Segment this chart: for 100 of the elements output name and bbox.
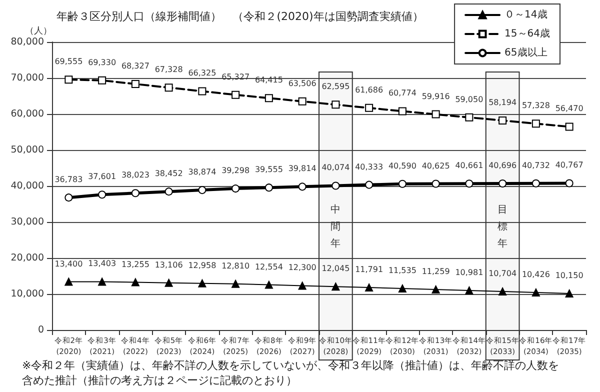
data-label: 12,300 <box>288 263 316 272</box>
y-tick-label: 0 <box>38 324 44 336</box>
data-label: 11,791 <box>355 265 384 274</box>
data-label: 40,333 <box>355 162 384 172</box>
point <box>64 278 73 286</box>
data-label: 62,595 <box>322 82 350 92</box>
y-tick-label: 10,000 <box>10 288 44 300</box>
data-label: 10,981 <box>455 268 484 277</box>
data-label: 63,506 <box>288 78 316 88</box>
point <box>398 107 406 116</box>
point <box>465 113 474 122</box>
data-label: 37,601 <box>88 172 116 182</box>
data-label: 38,874 <box>188 168 216 177</box>
data-label: 12,958 <box>188 260 216 270</box>
data-label: 40,625 <box>422 161 450 170</box>
point <box>498 179 507 188</box>
point <box>198 87 206 96</box>
y-tick-label: 20,000 <box>10 252 44 264</box>
point <box>232 280 240 288</box>
point <box>64 194 73 202</box>
legend-label: ０～14歳 <box>504 8 548 20</box>
legend-label: 65歳以上 <box>504 46 548 58</box>
point <box>565 122 574 131</box>
data-label: 13,255 <box>121 260 150 269</box>
data-label: 40,767 <box>555 160 584 170</box>
data-label: 66,325 <box>188 68 216 78</box>
data-label: 67,328 <box>154 65 183 74</box>
data-label: 58,194 <box>488 98 517 107</box>
band-label: 中間年 <box>330 204 341 250</box>
y-tick-label: 30,000 <box>10 216 44 228</box>
data-label: 40,074 <box>322 163 350 172</box>
point <box>432 180 440 188</box>
data-label: 69,330 <box>88 58 116 67</box>
data-label: 40,661 <box>455 161 484 170</box>
point <box>565 179 574 188</box>
data-label: 40,696 <box>488 160 517 170</box>
data-label: 68,327 <box>121 62 150 71</box>
y-axis-title: （人） <box>25 26 52 36</box>
y-tick-label: 40,000 <box>10 180 44 192</box>
point <box>198 186 206 194</box>
data-label: 11,259 <box>422 266 450 276</box>
point <box>365 104 374 112</box>
point <box>131 189 140 198</box>
data-label: 59,050 <box>455 94 484 104</box>
point <box>164 188 173 196</box>
point <box>398 284 406 292</box>
data-label: 38,452 <box>154 169 183 178</box>
point <box>365 284 374 292</box>
data-label: 69,555 <box>54 57 83 66</box>
data-label: 10,150 <box>555 270 584 280</box>
point <box>398 180 406 188</box>
point <box>498 116 507 124</box>
data-label: 11,535 <box>388 266 416 275</box>
point <box>332 182 340 190</box>
point <box>365 180 374 189</box>
data-label: 57,328 <box>522 101 550 110</box>
text: ※令和２年（実績値）は、年齢不詳の人数を示していないが、令和３年以降（推計値）は、年齢不詳の人数を含めた推計（推計の考え方は２ページに記載のとおり） <box>22 359 560 387</box>
chart-title: 年齢３区分別人口（線形補間値） （令和２(2020)年は国勢調査実績値） <box>56 10 424 23</box>
point <box>164 84 173 92</box>
data-label: 36,783 <box>54 175 83 184</box>
point <box>232 184 240 193</box>
data-label: 12,810 <box>222 261 250 270</box>
data-label: 40,590 <box>388 161 416 170</box>
y-tick-label: 60,000 <box>10 108 44 120</box>
point <box>131 278 140 286</box>
data-label: 40,732 <box>522 160 550 170</box>
band-label: 目標年 <box>498 204 508 250</box>
data-label: 38,023 <box>121 170 150 180</box>
data-label: 60,774 <box>388 88 416 98</box>
data-label: 61,686 <box>355 85 384 94</box>
data-label: 59,916 <box>422 92 450 101</box>
point <box>298 97 306 106</box>
data-label: 13,106 <box>154 260 183 270</box>
point <box>264 94 273 102</box>
point <box>298 182 306 191</box>
data-label: 10,704 <box>488 268 517 278</box>
point <box>532 179 540 188</box>
point <box>465 286 474 294</box>
point <box>264 280 273 289</box>
data-label: 39,298 <box>222 166 250 176</box>
point <box>332 100 340 109</box>
point <box>532 120 540 128</box>
point <box>264 184 273 192</box>
data-label: 56,470 <box>555 104 584 114</box>
point <box>532 288 540 296</box>
legend-label: 15～64歳 <box>504 28 550 40</box>
point <box>432 285 440 294</box>
data-label: 10,426 <box>522 270 550 279</box>
y-tick-label: 70,000 <box>10 72 44 84</box>
point <box>98 278 106 286</box>
data-label: 13,403 <box>88 259 116 268</box>
data-label: 13,400 <box>54 259 83 268</box>
point <box>432 110 440 118</box>
point <box>332 282 340 291</box>
data-label: 39,555 <box>254 165 283 174</box>
point <box>64 76 73 84</box>
point <box>232 90 240 99</box>
point <box>131 80 140 88</box>
point <box>98 76 106 84</box>
point <box>565 289 574 298</box>
